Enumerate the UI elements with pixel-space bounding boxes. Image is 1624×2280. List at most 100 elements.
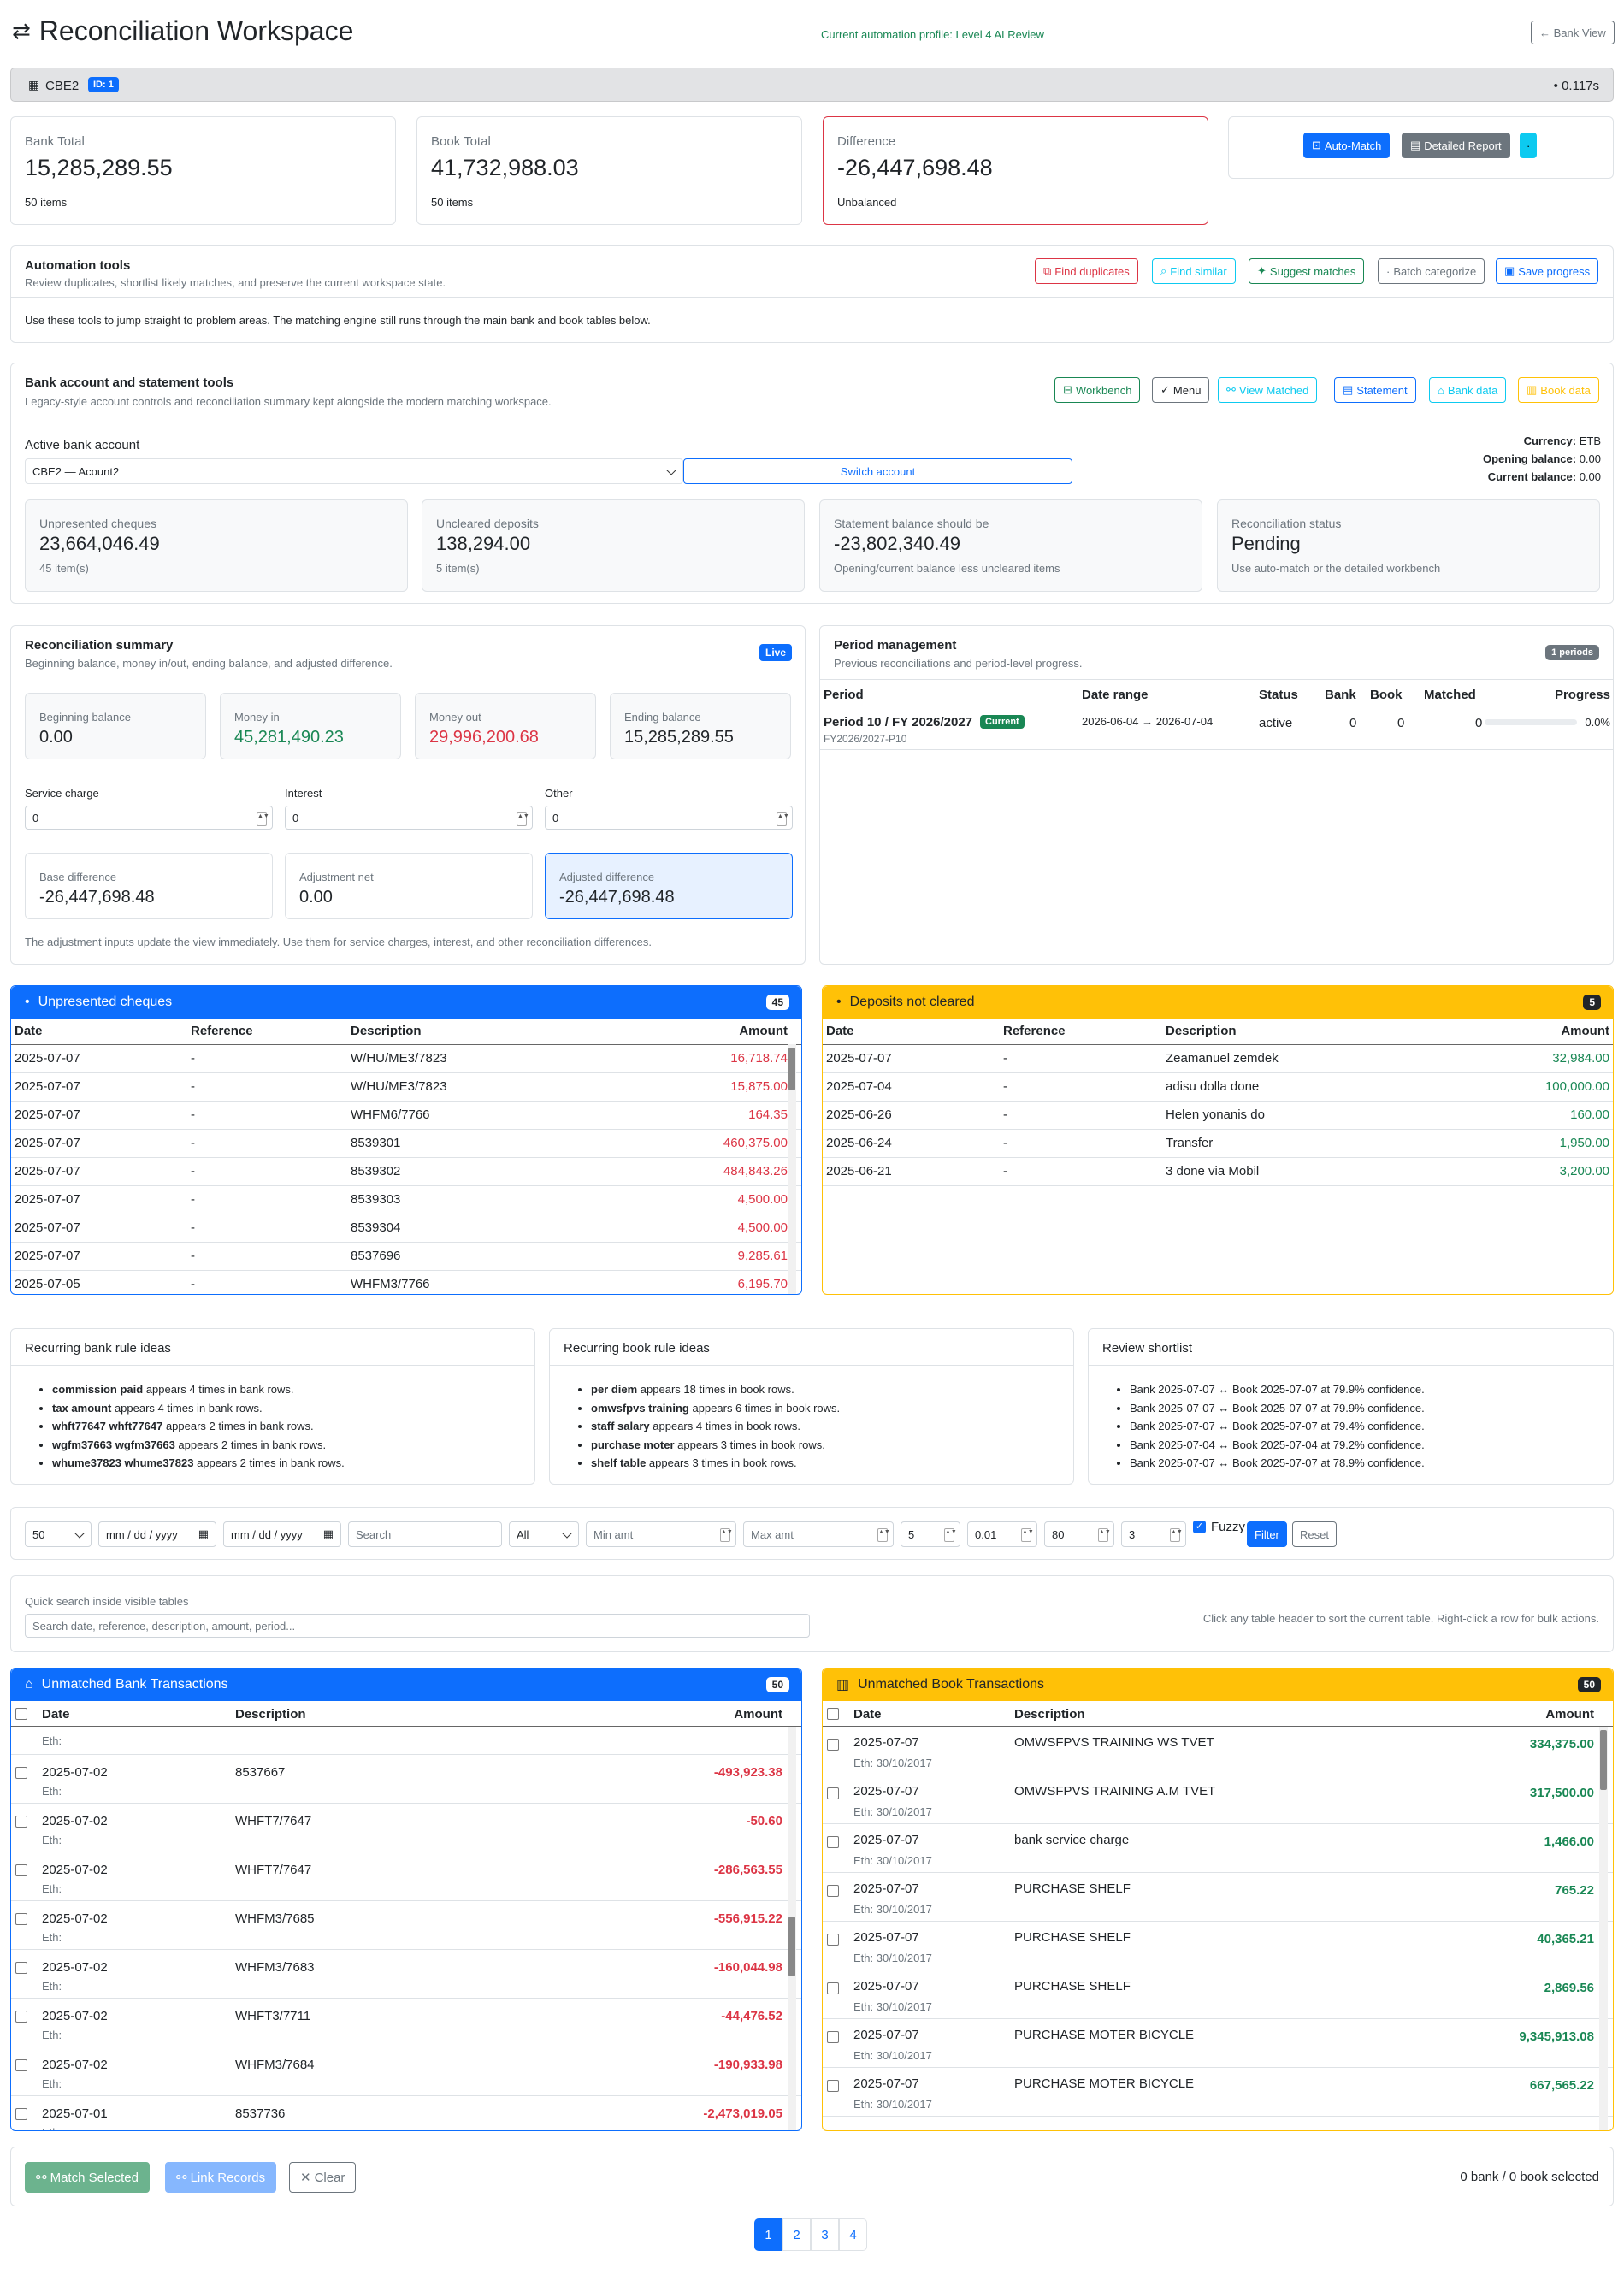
table-row[interactable]: 2025-07-02 Eth: WHFM3/7685 -556,915.22	[11, 1901, 801, 1950]
find-similar-button[interactable]: ⌕ Find similar	[1152, 258, 1236, 284]
scrollbar[interactable]	[788, 1044, 796, 1294]
table-row[interactable]: 2025-07-07-8539303 4,500.00	[11, 1185, 801, 1214]
threshold-input-3[interactable]: 80 ▲▼	[1044, 1521, 1114, 1547]
bank-account-select[interactable]: CBE2 — Acount2	[25, 458, 683, 484]
page-3-button[interactable]: 3	[811, 2218, 839, 2251]
menu-button[interactable]: ✓ Menu	[1152, 377, 1210, 403]
scrollbar[interactable]	[1599, 1727, 1608, 2130]
row-checkbox[interactable]	[827, 1739, 839, 1751]
row-checkbox[interactable]	[15, 1864, 27, 1876]
threshold-input-4[interactable]: 3 ▲▼	[1121, 1521, 1186, 1547]
save-progress-button[interactable]: ▣ Save progress	[1496, 258, 1599, 284]
row-checkbox[interactable]	[15, 1816, 27, 1828]
batch-categorize-button[interactable]: · Batch categorize	[1378, 258, 1485, 284]
auto-match-button[interactable]: ⊡ Auto-Match	[1303, 133, 1391, 158]
statement-button[interactable]: ▤ Statement	[1334, 377, 1416, 403]
search-input[interactable]: Search	[348, 1521, 502, 1547]
row-checkbox[interactable]	[15, 1962, 27, 1974]
service-charge-input[interactable]: 0 ▲▼	[25, 806, 273, 830]
book-data-button[interactable]: ▥ Book data	[1518, 377, 1599, 403]
row-checkbox[interactable]	[827, 2080, 839, 2092]
row-checkbox[interactable]	[827, 1836, 839, 1848]
table-row[interactable]: 2025-07-02 Eth: 8537667 -493,923.38	[11, 1755, 801, 1804]
table-row[interactable]: 2025-07-07- WHFM6/7766 164.35	[11, 1101, 801, 1130]
type-select[interactable]: All	[509, 1521, 579, 1547]
min-amount-input[interactable]: Min amt ▲▼	[586, 1521, 736, 1547]
reset-button[interactable]: Reset	[1292, 1521, 1337, 1547]
table-row[interactable]: 2025-07-07 Eth: 30/10/2017 PURCHASE MOTE…	[823, 2019, 1613, 2068]
more-button[interactable]: ·	[1520, 133, 1538, 158]
row-checkbox[interactable]	[827, 2031, 839, 2043]
row-checkbox[interactable]	[827, 1885, 839, 1897]
list-item[interactable]: Bank 2025-07-04 ↔ Book 2025-07-04 at 79.…	[1130, 1436, 1425, 1455]
quick-search-input[interactable]: Search date, reference, description, amo…	[25, 1614, 810, 1638]
scrollbar[interactable]	[788, 1727, 796, 2130]
table-row[interactable]: 2025-07-07 Eth: 30/10/2017 PURCHASE SHEL…	[823, 1922, 1613, 1970]
table-row[interactable]: 2025-07-07-8537696 9,285.61	[11, 1242, 801, 1271]
find-duplicates-button[interactable]: ⧉ Find duplicates	[1035, 258, 1138, 284]
row-checkbox[interactable]	[15, 2108, 27, 2120]
table-row[interactable]: 2025-07-07 Eth: 30/10/2017 OMWSFPVS TRAI…	[823, 1727, 1613, 1775]
match-selected-button[interactable]: ⚯ Match Selected	[25, 2162, 150, 2193]
table-row[interactable]: 2025-07-02 Eth: WHFM3/7683 -160,044.98	[11, 1950, 801, 1999]
row-checkbox[interactable]	[15, 1767, 27, 1779]
table-row[interactable]: 2025-07-07 Eth: 30/10/2017 PURCHASE SHEL…	[823, 1970, 1613, 2019]
filter-button[interactable]: Filter	[1247, 1521, 1287, 1547]
table-row[interactable]: 2025-07-05- WHFM3/7766 6,195.70	[11, 1270, 801, 1294]
select-all-checkbox[interactable]	[15, 1708, 27, 1720]
list-item[interactable]: Bank 2025-07-07 ↔ Book 2025-07-07 at 79.…	[1130, 1417, 1425, 1436]
workbench-button[interactable]: ⊟ Workbench	[1054, 377, 1141, 403]
table-row[interactable]: 2025-07-07- Zeamanuel zemdek 32,984.00	[823, 1044, 1613, 1073]
page-1-button[interactable]: 1	[754, 2218, 782, 2251]
table-row[interactable]: 2025-07-02 Eth: WHFT3/7711 -44,476.52	[11, 1999, 801, 2047]
list-item[interactable]: Bank 2025-07-07 ↔ Book 2025-07-07 at 79.…	[1130, 1399, 1425, 1418]
suggest-matches-button[interactable]: ✦ Suggest matches	[1249, 258, 1365, 284]
table-row[interactable]: 2025-07-02 Eth: WHFM3/7684 -190,933.98	[11, 2047, 801, 2096]
view-matched-button[interactable]: ⚯ View Matched	[1218, 377, 1318, 403]
table-row[interactable]: 2025-06-26- Helen yonanis do 160.00	[823, 1101, 1613, 1130]
back-button[interactable]: ← Bank View	[1531, 21, 1615, 44]
date-to-input[interactable]: mm / dd / yyyy ▦	[223, 1521, 341, 1547]
row-checkbox[interactable]	[15, 1913, 27, 1925]
fuzzy-checkbox[interactable]: ✓ Fuzzy	[1193, 1520, 1245, 1534]
clear-button[interactable]: ✕ Clear	[289, 2162, 357, 2193]
table-row[interactable]: 2025-07-07- W/HU/ME3/7823 16,718.74	[11, 1044, 801, 1073]
date-from-input[interactable]: mm / dd / yyyy ▦	[98, 1521, 216, 1547]
period-row[interactable]: Period 10 / FY 2026/2027 Current FY2026/…	[820, 707, 1613, 750]
table-row[interactable]: 2025-07-04- adisu dolla done 100,000.00	[823, 1072, 1613, 1102]
table-row[interactable]: 2025-07-02 Eth: WHFT7/7647 -286,563.55	[11, 1852, 801, 1901]
select-all-checkbox[interactable]	[827, 1708, 839, 1720]
table-row[interactable]: 2025-07-07-8539301 460,375.00	[11, 1129, 801, 1158]
table-row[interactable]: 2025-07-07 Eth: 30/10/2017 PURCHASE MOTE…	[823, 2068, 1613, 2117]
periods-header: Period Date range Status Bank Book Match…	[820, 684, 1613, 706]
table-row[interactable]: 2025-06-21-3 done via Mobil 3,200.00	[823, 1157, 1613, 1186]
threshold-input-1[interactable]: 5 ▲▼	[901, 1521, 960, 1547]
row-checkbox[interactable]	[15, 2011, 27, 2023]
table-row[interactable]: 2025-07-07 Eth: 30/10/2017 OMWSFPVS TRAI…	[823, 1775, 1613, 1824]
table-row[interactable]: 2025-07-01 Eth: 8537736 -2,473,019.05	[11, 2096, 801, 2130]
table-row[interactable]: 2025-07-07 Eth: 30/10/2017 bank service …	[823, 1824, 1613, 1873]
table-row[interactable]: 2025-07-07-8539304 4,500.00	[11, 1214, 801, 1243]
row-checkbox[interactable]	[827, 1934, 839, 1946]
interest-input[interactable]: 0 ▲▼	[285, 806, 533, 830]
row-checkbox[interactable]	[827, 1982, 839, 1994]
row-checkbox[interactable]	[827, 1787, 839, 1799]
list-item[interactable]: Bank 2025-07-07 ↔ Book 2025-07-07 at 78.…	[1130, 1454, 1425, 1473]
table-row[interactable]: 2025-07-02 Eth: WHFT7/7647 -50.60	[11, 1804, 801, 1852]
link-records-button[interactable]: ⚯ Link Records	[165, 2162, 277, 2193]
table-row[interactable]: 2025-07-07-8539302 484,843.26	[11, 1157, 801, 1186]
table-row[interactable]: 2025-06-24- Transfer 1,950.00	[823, 1129, 1613, 1158]
row-checkbox[interactable]	[15, 2059, 27, 2071]
bank-data-button[interactable]: ⌂ Bank data	[1429, 377, 1507, 403]
list-item[interactable]: Bank 2025-07-07 ↔ Book 2025-07-07 at 79.…	[1130, 1380, 1425, 1399]
page-size-select[interactable]: 50	[25, 1521, 92, 1547]
page-2-button[interactable]: 2	[782, 2218, 811, 2251]
table-row[interactable]: 2025-07-07- W/HU/ME3/7823 15,875.00	[11, 1072, 801, 1102]
table-row[interactable]: 2025-07-07 Eth: 30/10/2017 PURCHASE SHEL…	[823, 1873, 1613, 1922]
switch-account-button[interactable]: Switch account	[683, 458, 1072, 484]
detailed-report-button[interactable]: ▤ Detailed Report	[1402, 133, 1510, 158]
page-4-button[interactable]: 4	[839, 2218, 867, 2251]
max-amount-input[interactable]: Max amt ▲▼	[743, 1521, 894, 1547]
other-input[interactable]: 0 ▲▼	[545, 806, 793, 830]
threshold-input-2[interactable]: 0.01 ▲▼	[967, 1521, 1037, 1547]
